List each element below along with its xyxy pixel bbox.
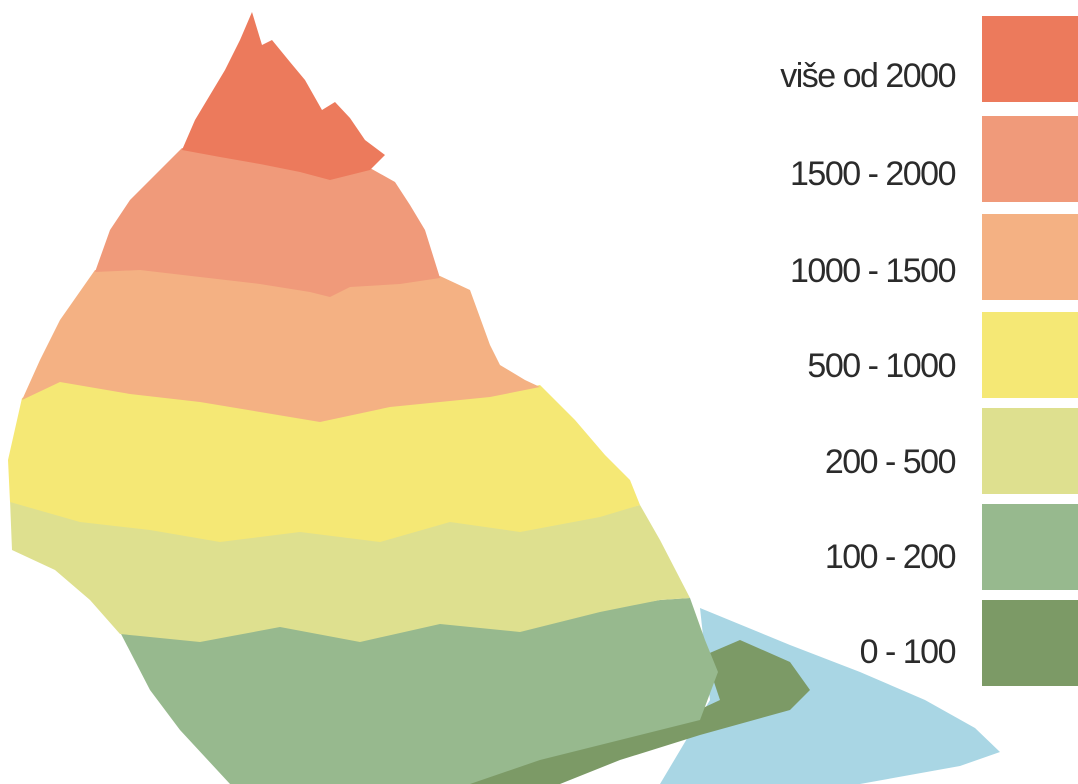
legend-swatch-500-1000 — [982, 312, 1078, 398]
legend-label-100-200: 100 - 200 — [825, 538, 956, 576]
legend-label-1000-1500: 1000 - 1500 — [790, 252, 956, 290]
legend-swatch-0-100 — [982, 600, 1078, 686]
legend-label-1500-2000: 1500 - 2000 — [790, 155, 956, 193]
band-200-500 — [10, 500, 690, 642]
legend-swatch-100-200 — [982, 504, 1078, 590]
band-above-2000 — [182, 12, 385, 180]
legend-label-500-1000: 500 - 1000 — [807, 347, 955, 385]
legend-swatch-1500-2000 — [982, 116, 1078, 202]
band-1000-1500 — [22, 268, 540, 422]
band-0-100 — [440, 640, 810, 784]
legend-label-0-100: 0 - 100 — [860, 633, 956, 671]
band-500-1000 — [8, 380, 640, 542]
legend-swatch-above-2000 — [982, 16, 1078, 102]
band-100-200 — [120, 598, 718, 784]
legend-label-200-500: 200 - 500 — [825, 443, 956, 481]
legend-swatch-200-500 — [982, 408, 1078, 494]
legend-swatch-1000-1500 — [982, 214, 1078, 300]
band-1500-2000 — [95, 148, 440, 297]
legend-label-above-2000: više od 2000 — [780, 57, 955, 95]
